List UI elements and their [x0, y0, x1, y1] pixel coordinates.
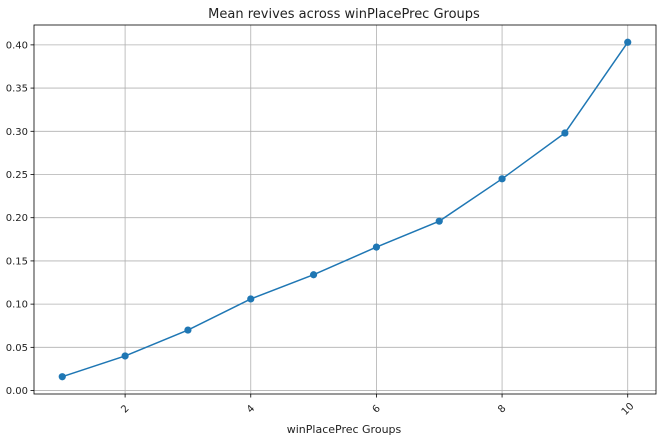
data-point — [121, 352, 129, 360]
grid — [34, 25, 656, 394]
x-tick-label: 10 — [620, 401, 637, 418]
y-tick-label: 0.15 — [6, 256, 28, 267]
x-axis: 2 4 6 8 10 — [119, 394, 636, 418]
y-tick-label: 0.40 — [6, 40, 28, 51]
y-tick-label: 0.25 — [6, 170, 28, 181]
y-tick-label: 0.00 — [6, 386, 28, 397]
data-point — [184, 326, 192, 334]
data-point — [247, 295, 255, 303]
x-tick-label: 4 — [245, 403, 257, 415]
y-tick-label: 0.20 — [6, 213, 28, 224]
data-point — [372, 243, 381, 251]
plot-frame — [33, 24, 657, 395]
y-tick-label: 0.10 — [6, 300, 28, 311]
data-point — [561, 129, 569, 137]
series-group — [58, 38, 632, 381]
x-axis-title: winPlacePrec Groups — [287, 423, 402, 436]
x-tick-label: 6 — [371, 403, 383, 415]
x-tick-label: 2 — [119, 403, 131, 415]
data-point — [624, 38, 632, 46]
y-tick-label: 0.35 — [6, 84, 28, 95]
series-line — [62, 41, 629, 378]
y-tick-label: 0.30 — [6, 127, 28, 138]
chart-title: Mean revives across winPlacePrec Groups — [208, 7, 480, 22]
data-point — [58, 373, 66, 381]
x-tick-label: 8 — [496, 403, 508, 415]
data-point — [309, 271, 318, 279]
data-point — [498, 175, 506, 183]
y-tick-label: 0.05 — [6, 343, 28, 354]
y-axis: 0.00 0.05 0.10 0.15 0.20 0.25 0.30 0.35 0.40 — [6, 40, 34, 397]
data-point — [435, 217, 443, 225]
